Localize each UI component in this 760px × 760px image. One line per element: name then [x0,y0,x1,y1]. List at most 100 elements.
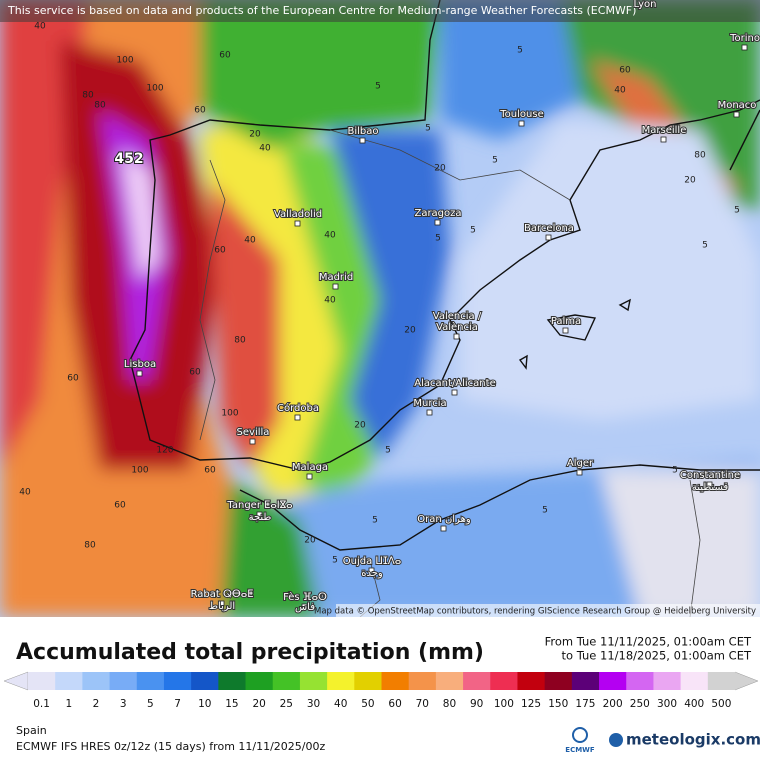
contour-label: 5 [385,446,391,456]
city-marker [301,603,308,610]
contour-label: 5 [492,156,498,166]
contour-label: 40 [244,236,256,246]
contour-label: 40 [324,231,336,241]
city-marker [368,567,375,574]
city-marker [453,333,460,340]
contour-label: 60 [189,368,201,378]
contour-label: 80 [694,151,706,161]
city-label: فاس [295,602,315,613]
contour-label: 60 [204,466,216,476]
legend-label: 1 [65,698,72,710]
city-label: Zaragoza [414,208,461,219]
city-label: Malaga [292,462,328,473]
legend-label: 25 [280,698,293,710]
contour-label: 40 [614,86,626,96]
city-marker [256,511,263,518]
contour-label: 5 [517,46,523,56]
contour-label: 20 [354,421,366,431]
city-label: Tanger ⵟⴰⵏⴵⴰ [226,500,292,511]
contour-label: 60 [214,246,226,256]
legend-label: 175 [575,698,595,710]
legend-swatch [272,672,301,690]
contour-label: 20 [434,164,446,174]
legend-swatch [599,672,627,690]
legend-swatch [435,672,464,690]
ecmwf-icon [572,727,588,743]
legend-label: 7 [174,698,181,710]
city-label: Bilbao [347,126,378,137]
contour-label: 100 [131,466,148,476]
contour-label: 80 [234,336,246,346]
city-marker [294,414,301,421]
contour-label: 120 [156,446,173,456]
legend-label: 2 [93,698,100,710]
legend-label: 150 [548,698,568,710]
legend: 0.1 1 2 3 5 7 10 15 20 25 30 40 50 60 70 80 90 100 125 150 1… [3,671,759,710]
legend-swatch [136,672,165,690]
max-label: 452 [114,151,143,167]
legend-label: 30 [307,698,320,710]
precip-field [0,0,760,617]
contour-label: 80 [82,91,94,101]
legend-swatch [571,672,600,690]
contour-label: 5 [734,206,740,216]
legend-swatch [544,672,573,690]
legend-label: 40 [334,698,347,710]
contour-label: 5 [542,506,548,516]
contour-label: 5 [435,234,441,244]
attribution: Map data © OpenStreetMap contributors, r… [314,607,756,617]
region: Spain [16,724,47,737]
legend-label: 5 [147,698,154,710]
logo-right: meteologix.com [626,731,760,749]
contour-label: 20 [404,326,416,336]
contour-label: 80 [84,541,96,551]
contour-label: 100 [146,84,163,94]
legend-label: 100 [494,698,514,710]
city-label: الرباط [209,601,235,612]
city-marker [294,220,301,227]
legend-swatch [55,672,83,690]
city-label: Barcelona [524,223,574,234]
contour-label: 60 [194,106,206,116]
contour-label: 40 [19,488,31,498]
contour-label: 5 [425,124,431,134]
city-marker [518,120,525,127]
period-from: From Tue 11/11/2025, 01:00am CET [545,635,752,649]
city-label: Alacant/Alicante [414,378,495,389]
city-label: Lisboa [124,359,156,370]
city-marker [218,600,225,607]
city-label: València [436,321,478,333]
city-marker [733,111,740,118]
city-label: قسنطينة [692,482,729,493]
city-label: Alger [567,458,594,469]
legend-swatch [163,672,192,690]
map: This service is based on data and produc… [0,0,760,617]
legend-swatch [490,672,518,690]
city-label: Torino [729,33,760,44]
city-label: طنجة [249,512,272,523]
city-marker [545,234,552,241]
legend-swatch [218,672,247,690]
notice: This service is based on data and produc… [7,4,636,17]
legend-swatch [28,672,56,690]
coastlines [129,0,760,551]
city-marker [426,409,433,416]
city-label: Oran وهران [417,514,471,525]
legend-swatch [354,672,382,690]
city-label: Marseille [642,125,687,136]
city-marker [306,473,313,480]
city-marker [451,389,458,396]
period-to: to Tue 11/18/2025, 01:00am CET [562,649,752,663]
city-label: Rabat ⵕⴱⴰⵟ [191,589,254,600]
legend-arrow-right [734,671,759,691]
legend-label: 400 [684,698,704,710]
city-marker [249,438,256,445]
legend-swatch [408,672,437,690]
contour-label: 60 [219,51,231,61]
city-marker [660,136,667,143]
city-marker [576,469,583,476]
legend-swatch [653,672,682,690]
legend-label: 80 [443,698,456,710]
city-label: Lyon [633,0,656,10]
legend-label: 0.1 [33,698,50,710]
